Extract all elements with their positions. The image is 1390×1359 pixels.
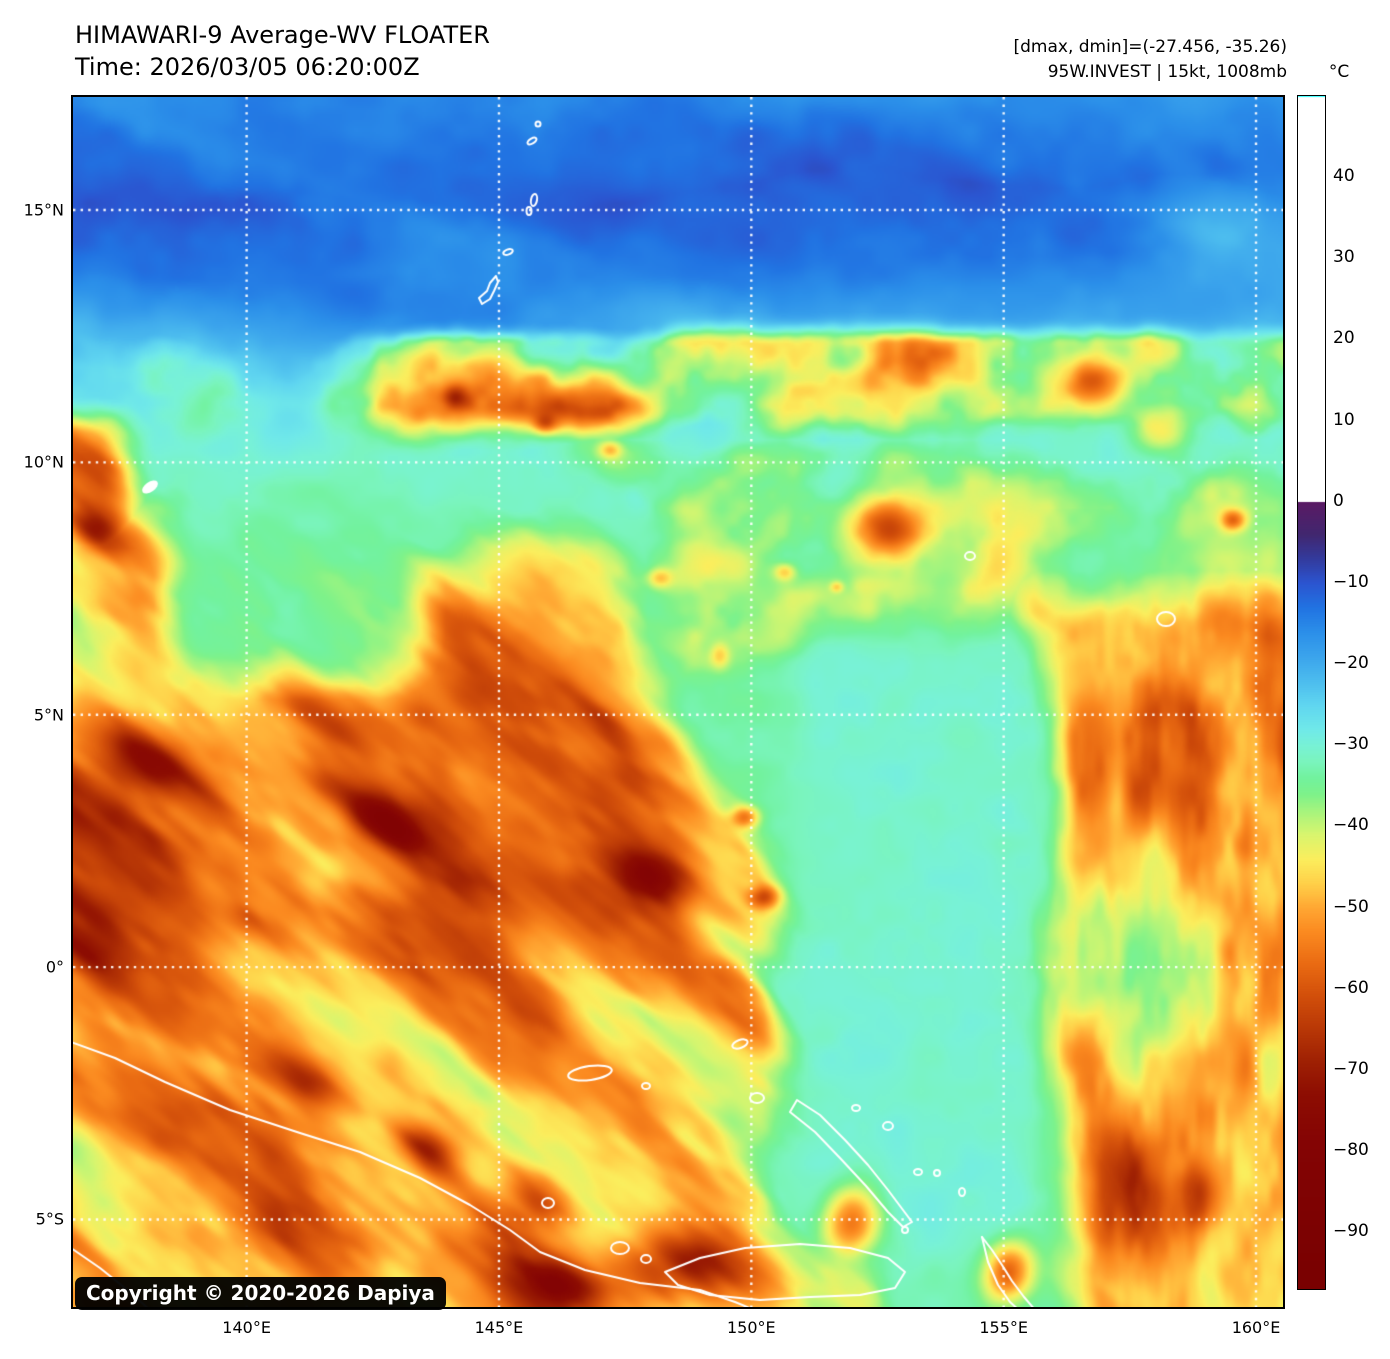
copyright-badge: Copyright © 2020-2026 Dapiya [75,1277,446,1310]
colorbar-tick-label: 20 [1333,328,1355,349]
colorbar-tick-label: −90 [1333,1221,1369,1242]
colorbar-unit-label: °C [1328,62,1350,82]
map-frame: Copyright © 2020-2026 Dapiya [71,95,1285,1310]
colorbar-tick-label: −50 [1333,896,1369,917]
lat-tick-label: 10°N [23,452,64,472]
lat-tick-label: 5°S [35,1209,64,1229]
gridlines-coastlines-overlay [73,97,1283,1307]
dmax-dmin-readout: [dmax, dmin]=(-27.456, -35.26) [1013,37,1288,57]
colorbar-tick-label: 10 [1333,409,1355,430]
lat-tick-label: 15°N [23,200,64,220]
colorbar-tick-label: −60 [1333,977,1369,998]
lon-tick-label: 145°E [474,1318,524,1337]
colorbar-tick-label: −70 [1333,1058,1369,1079]
colorbar-tick-label: 0 [1333,490,1344,511]
colorbar-gradient [1298,96,1325,1289]
annotation-block: [dmax, dmin]=(-27.456, -35.26) 95W.INVES… [1014,35,1288,85]
colorbar-tick-label: 30 [1333,247,1355,268]
lon-tick-label: 155°E [979,1318,1028,1337]
colorbar-tick-label: −80 [1333,1140,1369,1161]
colorbar-tick-label: −10 [1333,571,1369,592]
lon-tick-label: 150°E [726,1318,776,1337]
colorbar-tick-label: 40 [1333,166,1355,187]
storm-info: 95W.INVEST | 15kt, 1008mb [1047,62,1287,82]
colorbar-tick-label: −40 [1333,815,1369,836]
lat-tick-label: 5°N [33,705,64,725]
lon-tick-label: 160°E [1231,1318,1281,1337]
colorbar-tick-label: −20 [1333,653,1369,674]
colorbar [1297,95,1326,1290]
lon-tick-label: 140°E [222,1318,271,1337]
lat-tick-label: 0° [45,957,64,977]
colorbar-tick-label: −30 [1333,734,1369,755]
timestamp: Time: 2026/03/05 06:20:00Z [75,53,420,81]
page-title: HIMAWARI-9 Average-WV FLOATER [75,21,490,49]
